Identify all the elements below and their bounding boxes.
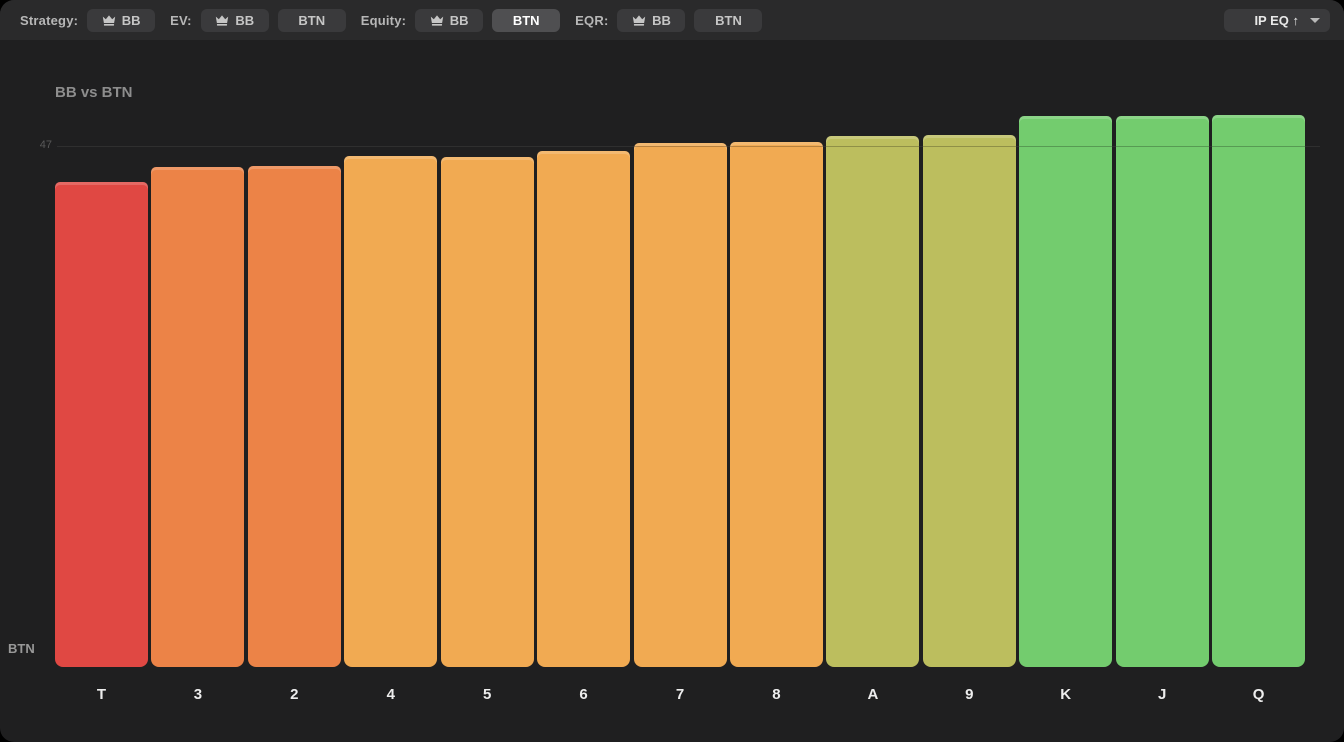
x-axis-label-T: T <box>96 686 107 703</box>
x-axis-label-7: 7 <box>675 686 685 703</box>
bar-8[interactable] <box>729 141 823 667</box>
equity-btn-button[interactable]: BTN <box>492 8 561 32</box>
bar-6[interactable] <box>537 150 631 667</box>
bar-3[interactable] <box>151 167 245 667</box>
baseline-label: BTN <box>8 641 35 656</box>
bar-2[interactable] <box>247 166 341 667</box>
x-axis-label-5: 5 <box>483 686 492 703</box>
x-axis-label-A: A <box>867 686 879 703</box>
crown-icon <box>632 14 646 26</box>
ev-btn-button[interactable]: BTN <box>277 8 346 32</box>
bar-K[interactable] <box>1019 116 1113 667</box>
x-axis-label-6: 6 <box>579 686 588 703</box>
x-axis-label-J: J <box>1157 686 1167 703</box>
button-label: BTN <box>298 12 326 28</box>
toolbar-group-eqr: EQR: BB BTN <box>575 8 763 32</box>
bar-J[interactable] <box>1115 116 1209 667</box>
x-axis-label-Q: Q <box>1252 686 1265 703</box>
toolbar: Strategy: BB EV: BB BTN Equity: BB BTN EQR: BB BTN… <box>0 0 1344 40</box>
chart-title: BB vs BTN <box>55 84 133 101</box>
crown-icon <box>216 14 229 26</box>
button-label: BB <box>652 12 671 28</box>
gridline-overlay <box>57 146 1320 147</box>
bar-5[interactable] <box>440 157 534 667</box>
bar-chart-plot-area <box>55 110 1318 667</box>
button-label: BB <box>449 12 469 28</box>
strategy-label: Strategy: <box>20 12 79 28</box>
button-label: BB <box>235 12 255 28</box>
bar-7[interactable] <box>633 142 727 667</box>
x-axis-label-9: 9 <box>965 686 974 703</box>
toolbar-group-strategy: Strategy: BB <box>20 8 156 32</box>
bar-9[interactable] <box>922 134 1016 667</box>
toolbar-group-ev: EV: BB BTN <box>170 8 346 32</box>
button-label: BTN <box>512 12 540 28</box>
eqr-btn-button[interactable]: BTN <box>694 8 763 32</box>
toolbar-group-equity: Equity: BB BTN <box>360 8 561 32</box>
eqr-bb-button[interactable]: BB <box>617 8 686 32</box>
equity-label: Equity: <box>360 12 407 28</box>
sort-dropdown[interactable]: IP EQ ↑ <box>1224 8 1330 32</box>
ev-label: EV: <box>170 12 192 28</box>
x-axis-label-K: K <box>1060 686 1072 703</box>
y-axis-tick-label: 47 <box>39 139 52 151</box>
bar-T[interactable] <box>55 181 148 667</box>
x-axis: T 3 2 4 5 6 7 8 A 9 K J Q <box>55 686 1318 706</box>
bar-Q[interactable] <box>1212 115 1306 667</box>
strategy-bb-button[interactable]: BB <box>87 8 156 32</box>
toolbar-toggle-groups: Strategy: BB EV: BB BTN Equity: BB BTN EQR: BB BTN <box>20 8 763 32</box>
x-axis-label-3: 3 <box>193 686 203 703</box>
button-label: BB <box>121 12 141 28</box>
x-axis-label-4: 4 <box>386 686 395 703</box>
x-axis-label-2: 2 <box>290 686 299 703</box>
crown-icon <box>102 14 115 26</box>
bar-A[interactable] <box>826 136 920 667</box>
bar-4[interactable] <box>344 156 438 667</box>
eqr-label: EQR: <box>575 12 609 28</box>
crown-icon <box>430 14 443 26</box>
chevron-down-icon <box>1310 17 1320 23</box>
x-axis-label-8: 8 <box>772 686 781 703</box>
equity-bb-button[interactable]: BB <box>415 8 484 32</box>
button-label: BTN <box>715 12 742 28</box>
sort-dropdown-value: IP EQ ↑ <box>1254 12 1299 28</box>
ev-bb-button[interactable]: BB <box>200 8 269 32</box>
